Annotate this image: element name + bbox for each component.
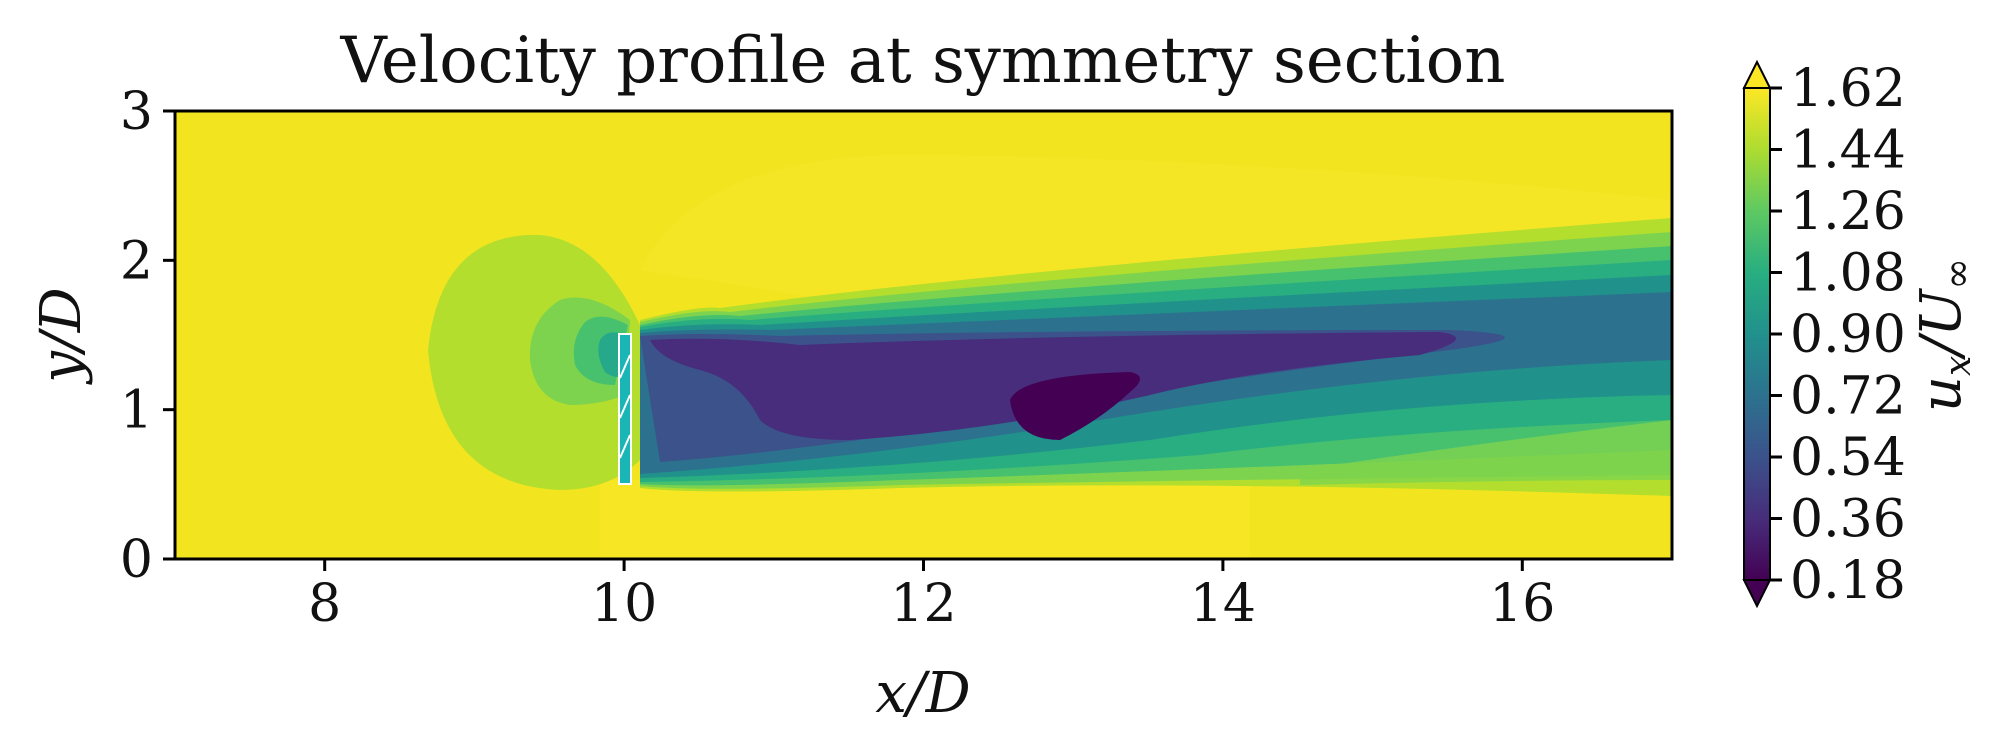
colorbar-label-sub: x xyxy=(1938,356,1979,376)
plot-area xyxy=(175,111,1672,559)
colorbar-ticks: 0.180.360.540.720.901.081.261.441.62 xyxy=(1770,59,1906,611)
y-tick-label: 3 xyxy=(120,82,153,142)
lower-recovery-band xyxy=(1300,420,1672,485)
x-axis-label: x/D xyxy=(875,661,970,726)
colorbar-label-U: U xyxy=(1909,288,1974,337)
colorbar-label-u: u xyxy=(1909,376,1974,412)
colorbar-body xyxy=(1744,88,1770,580)
colorbar-tick-label: 1.62 xyxy=(1790,59,1906,119)
colorbar-tick-label: 0.90 xyxy=(1790,305,1906,365)
x-tick-label: 8 xyxy=(308,574,341,634)
y-tick-label: 2 xyxy=(120,231,153,291)
y-axis: 0 1 2 3 xyxy=(120,82,175,590)
y-axis-label: y/D xyxy=(29,287,94,385)
x-tick-label: 14 xyxy=(1190,574,1256,634)
colorbar-tick-label: 0.54 xyxy=(1790,428,1906,488)
colorbar-tick-label: 1.26 xyxy=(1790,182,1906,242)
colorbar-extend-bottom xyxy=(1742,579,1772,609)
wake-minimum xyxy=(1010,372,1140,440)
x-axis: 8 10 12 14 16 xyxy=(308,559,1555,634)
upper-outer-band xyxy=(640,154,1672,310)
colorbar-extend-top xyxy=(1742,59,1772,89)
colorbar-label-inf: ∞ xyxy=(1935,258,1979,290)
colorbar-tick-label: 0.36 xyxy=(1790,490,1906,550)
lower-light-band xyxy=(600,480,1250,559)
y-tick-label: 0 xyxy=(120,530,153,590)
colorbar: 0.180.360.540.720.901.081.261.441.62 ux/… xyxy=(1742,59,1979,611)
colorbar-label: ux/U∞ xyxy=(1909,258,1979,412)
x-tick-label: 12 xyxy=(890,574,956,634)
colorbar-tick-label: 1.08 xyxy=(1790,244,1906,304)
obstacle xyxy=(618,333,632,485)
x-tick-label: 16 xyxy=(1489,574,1555,634)
x-tick-label: 10 xyxy=(591,574,657,634)
chart-title: Velocity profile at symmetry section xyxy=(340,24,1506,98)
y-tick-label: 1 xyxy=(120,381,153,441)
colorbar-tick-label: 1.44 xyxy=(1790,121,1906,181)
colorbar-tick-label: 0.18 xyxy=(1790,551,1906,611)
colorbar-tick-label: 0.72 xyxy=(1790,367,1906,427)
